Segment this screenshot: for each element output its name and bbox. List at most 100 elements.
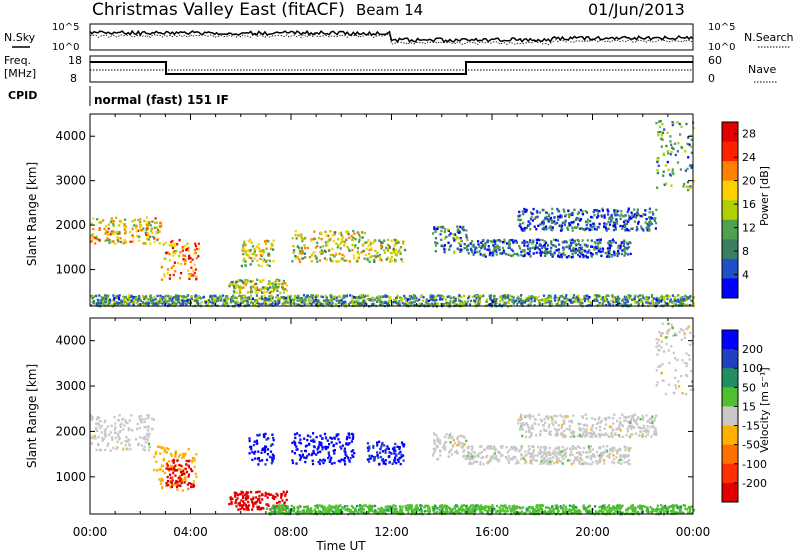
- heatmap-cell: [164, 257, 167, 260]
- heatmap-cell: [574, 247, 578, 251]
- heatmap-cell: [189, 260, 192, 263]
- heatmap-cell: [265, 445, 268, 449]
- heatmap-cell: [187, 301, 190, 305]
- heatmap-cell: [104, 239, 107, 242]
- heatmap-cell: [118, 302, 121, 305]
- heatmap-cell: [105, 224, 108, 228]
- heatmap-cell: [520, 446, 523, 449]
- heatmap-cell: [337, 459, 340, 463]
- heatmap-cell: [477, 455, 480, 458]
- heatmap-cell: [370, 241, 373, 244]
- heatmap-cell: [304, 445, 307, 448]
- heatmap-cell: [642, 424, 645, 428]
- heatmap-cell: [135, 226, 138, 229]
- heatmap-cell: [467, 244, 470, 247]
- heatmap-cell: [174, 481, 177, 484]
- heatmap-cell: [190, 266, 193, 269]
- heatmap-cell: [292, 245, 295, 248]
- heatmap-cell: [661, 322, 664, 325]
- heatmap-cell: [404, 297, 407, 300]
- heatmap-cell: [611, 294, 614, 297]
- heatmap-cell: [462, 455, 465, 458]
- heatmap-cell: [188, 277, 191, 280]
- heatmap-cell: [290, 298, 293, 301]
- heatmap-cell: [184, 296, 187, 299]
- heatmap-cell: [233, 288, 236, 291]
- heatmap-cell: [561, 227, 564, 230]
- heatmap-cell: [518, 224, 521, 228]
- heatmap-cell: [660, 346, 663, 349]
- heatmap-cell: [617, 252, 620, 255]
- heatmap-cell: [251, 297, 255, 300]
- heatmap-cell: [282, 279, 285, 283]
- heatmap-cell: [247, 249, 250, 252]
- heatmap-cell: [504, 456, 507, 459]
- heatmap-cell: [478, 250, 481, 254]
- heatmap-cell: [657, 365, 660, 368]
- heatmap-cell: [158, 445, 161, 448]
- heatmap-cell: [390, 452, 393, 455]
- heatmap-cell: [154, 452, 157, 456]
- heatmap-cell: [604, 304, 608, 307]
- heatmap-cell: [521, 428, 524, 431]
- heatmap-cell: [148, 220, 151, 224]
- heatmap-cell: [443, 244, 446, 247]
- heatmap-cell: [335, 260, 338, 263]
- heatmap-cell: [359, 236, 362, 239]
- nsky-tick-top: 10^5: [52, 22, 79, 33]
- heatmap-cell: [254, 457, 257, 460]
- heatmap-cell: [102, 301, 105, 304]
- heatmap-cell: [228, 502, 231, 506]
- heatmap-cell: [669, 173, 672, 176]
- heatmap-cell: [266, 453, 269, 456]
- heatmap-cell: [142, 448, 145, 451]
- heatmap-cell: [172, 251, 175, 254]
- heatmap-cell: [241, 505, 244, 508]
- heatmap-cell: [560, 215, 563, 218]
- heatmap-cell: [347, 443, 350, 446]
- heatmap-cell: [289, 298, 292, 301]
- heatmap-cell: [261, 297, 264, 301]
- heatmap-cell: [584, 413, 587, 416]
- heatmap-cell: [153, 221, 157, 224]
- heatmap-cell: [202, 296, 205, 299]
- heatmap-cell: [298, 441, 301, 444]
- heatmap-cell: [680, 296, 683, 299]
- heatmap-cell: [576, 238, 579, 242]
- heatmap-cell: [379, 455, 383, 459]
- heatmap-cell: [158, 468, 161, 471]
- heatmap-cell: [117, 240, 120, 243]
- heatmap-cell: [478, 245, 481, 249]
- heatmap-cell: [638, 301, 641, 304]
- heatmap-cell: [212, 301, 215, 304]
- heatmap-cell: [236, 300, 239, 304]
- heatmap-cell: [578, 453, 581, 456]
- heatmap-cell: [122, 417, 125, 421]
- heatmap-cell: [466, 455, 469, 458]
- heatmap-cell: [571, 447, 574, 450]
- heatmap-cell: [642, 296, 645, 299]
- heatmap-cell: [155, 231, 158, 234]
- heatmap-cell: [319, 246, 322, 249]
- heatmap-cell: [496, 244, 499, 248]
- heatmap-cell: [361, 236, 364, 239]
- heatmap-cell: [195, 301, 198, 304]
- nsky-panel: [89, 23, 694, 51]
- heatmap-cell: [447, 455, 450, 458]
- heatmap-cell: [263, 450, 266, 454]
- heatmap-cell: [524, 458, 527, 462]
- heatmap-cell: [436, 226, 439, 229]
- heatmap-cell: [595, 435, 598, 438]
- heatmap-cell: [281, 499, 284, 502]
- heatmap-cell: [508, 448, 511, 452]
- heatmap-cell: [585, 417, 588, 420]
- heatmap-cell: [346, 456, 349, 459]
- heatmap-cell: [554, 299, 557, 302]
- heatmap-cell: [264, 494, 267, 497]
- heatmap-cell: [348, 433, 351, 436]
- heatmap-cell: [685, 327, 688, 331]
- heatmap-cell: [172, 467, 175, 471]
- heatmap-cell: [595, 228, 598, 231]
- heatmap-cell: [467, 447, 470, 450]
- heatmap-cell: [586, 424, 589, 427]
